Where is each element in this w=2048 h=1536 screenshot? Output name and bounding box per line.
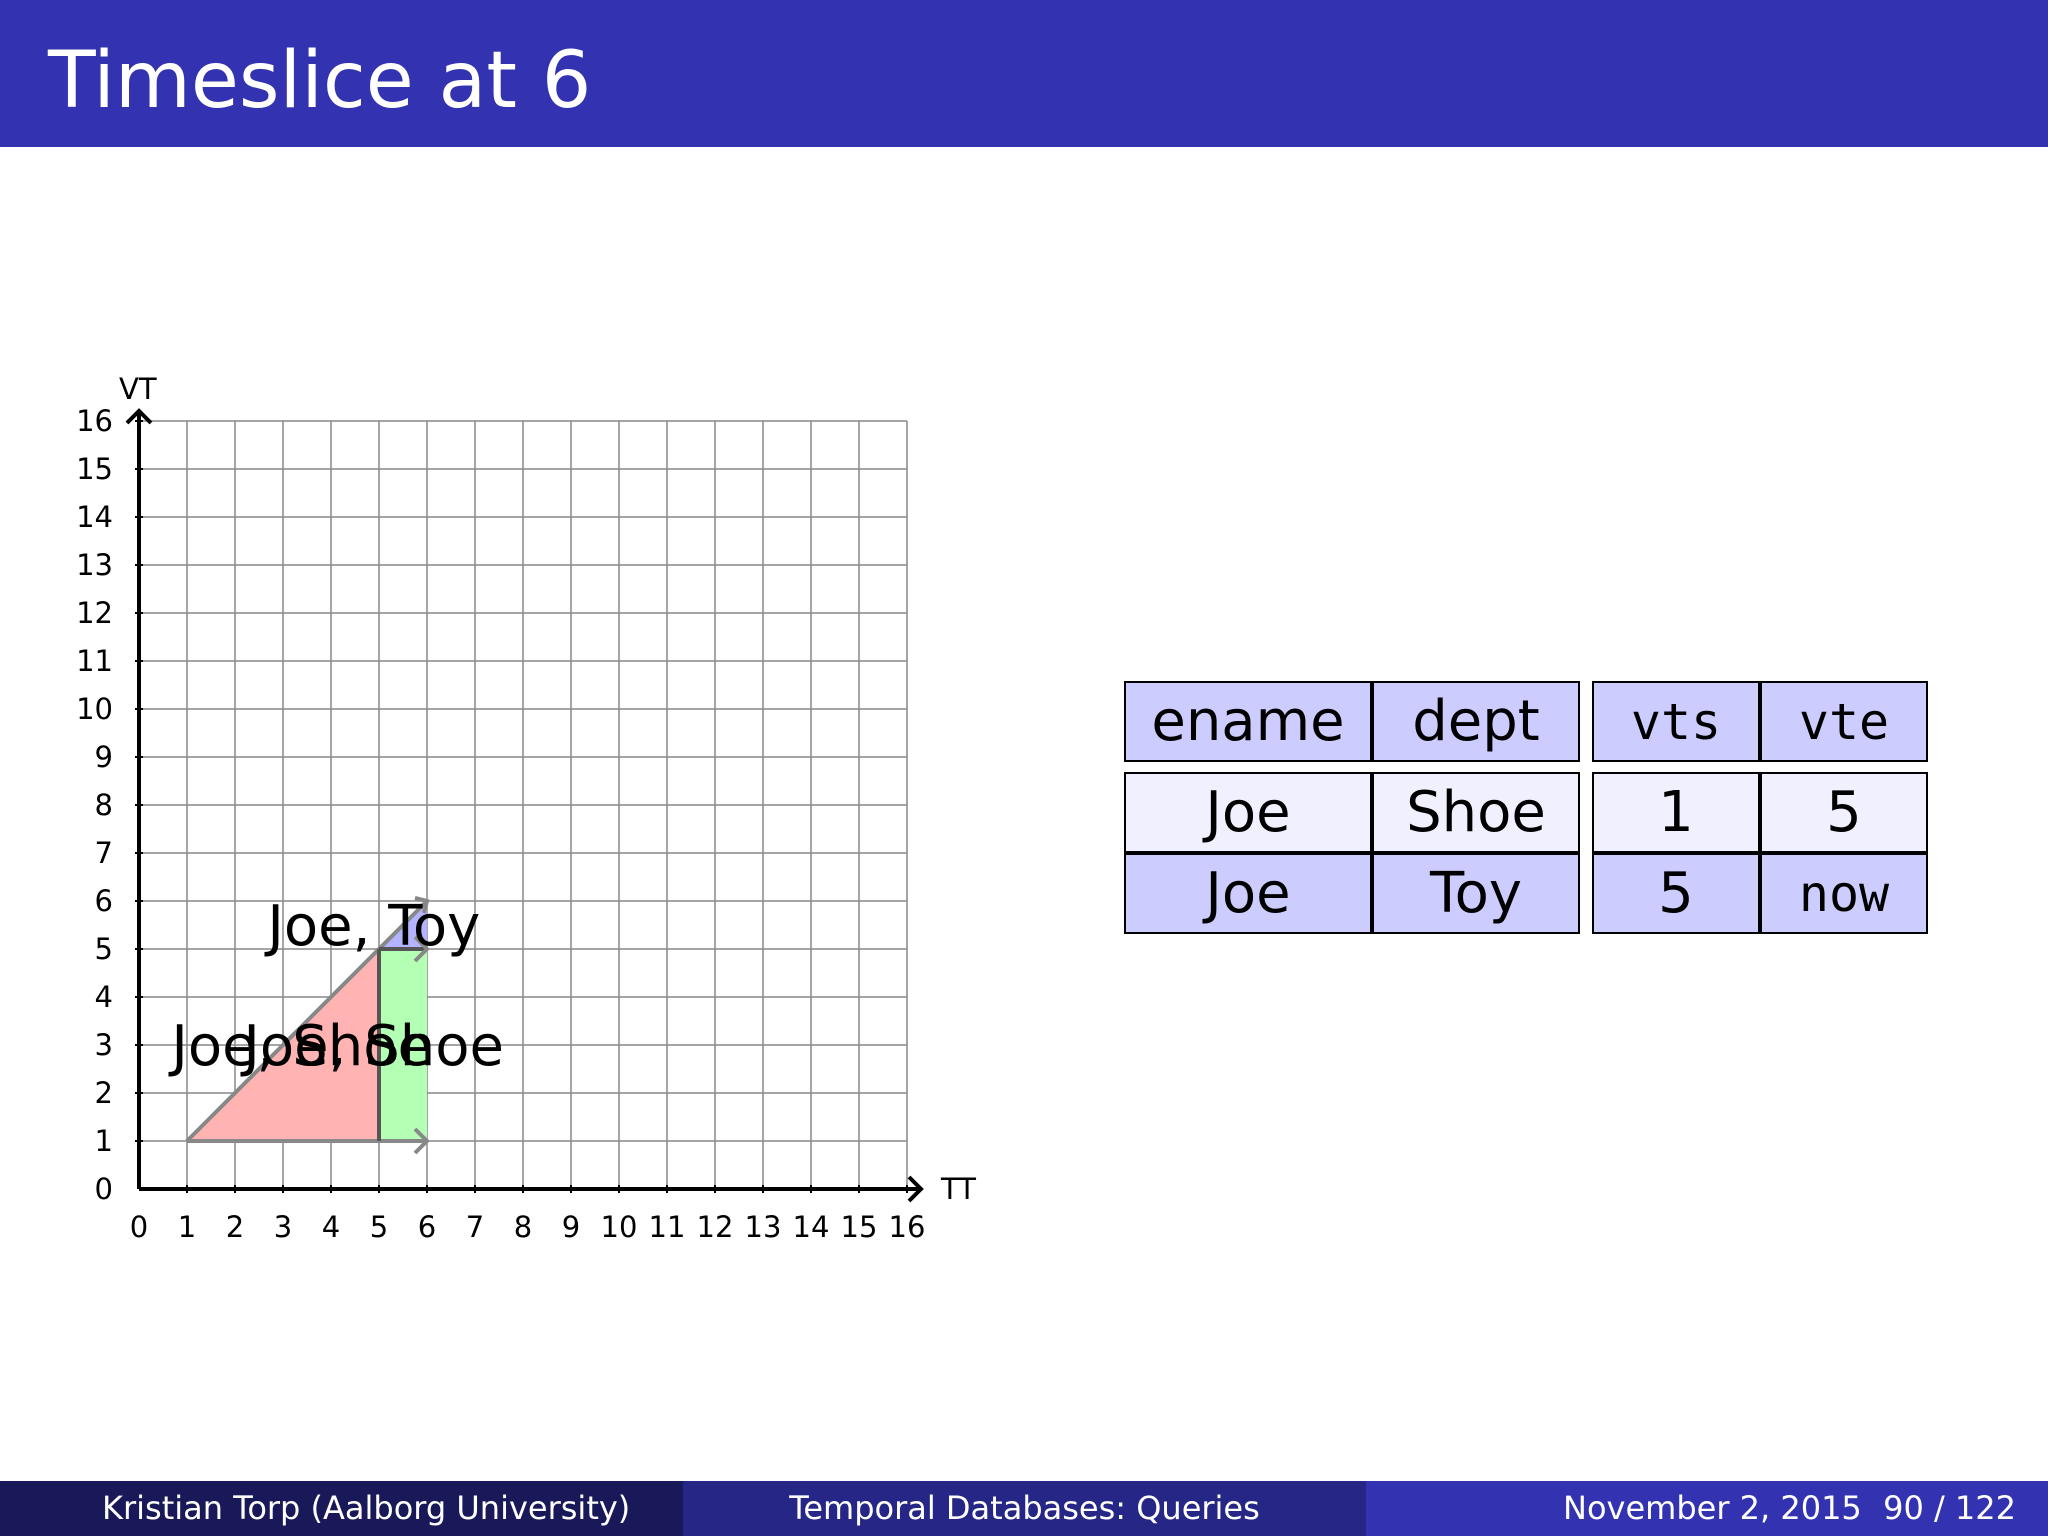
y-tick-label: 6 xyxy=(95,884,113,918)
x-tick-label: 0 xyxy=(130,1210,148,1244)
x-tick-label: 7 xyxy=(466,1210,484,1244)
column-header-ename: ename xyxy=(1124,681,1372,762)
x-tick-label: 2 xyxy=(226,1210,244,1244)
x-tick-label: 12 xyxy=(697,1210,734,1244)
column-header-vte: vte xyxy=(1760,681,1928,762)
y-tick-label: 3 xyxy=(95,1028,113,1062)
y-tick-label: 13 xyxy=(76,548,113,582)
cell-vts: 1 xyxy=(1592,772,1760,853)
y-tick-label: 15 xyxy=(76,452,113,486)
table-gap xyxy=(1124,762,1928,772)
y-tick-label: 5 xyxy=(95,932,113,966)
y-axis-label: VT xyxy=(119,372,157,406)
column-header-vts: vts xyxy=(1592,681,1760,762)
column-separator xyxy=(1580,853,1592,934)
column-separator xyxy=(1580,772,1592,853)
footer-page-number: 90 / 122 xyxy=(1883,1489,2016,1527)
cell-dept: Shoe xyxy=(1372,772,1580,853)
y-tick-label: 8 xyxy=(95,788,113,822)
y-tick-label: 7 xyxy=(95,836,113,870)
x-tick-label: 1 xyxy=(178,1210,196,1244)
x-tick-label: 14 xyxy=(793,1210,830,1244)
table-header-row: ename dept vts vte xyxy=(1124,681,1928,762)
y-tick-label: 0 xyxy=(95,1172,113,1206)
x-tick-label: 13 xyxy=(745,1210,782,1244)
y-tick-label: 2 xyxy=(95,1076,113,1110)
cell-ename: Joe xyxy=(1124,853,1372,934)
y-tick-label: 10 xyxy=(76,692,113,726)
x-tick-label: 11 xyxy=(649,1210,686,1244)
footer-author: Kristian Torp (Aalborg University) xyxy=(102,1489,631,1527)
x-tick-label: 4 xyxy=(322,1210,340,1244)
footer-date-box: 90 / 122 xyxy=(1366,1481,2048,1536)
y-tick-label: 9 xyxy=(95,740,113,774)
y-tick-label: 11 xyxy=(76,644,113,678)
bitemporal-diagram: 0 1 2 3 4 5 6 7 8 9 10 11 12 13 14 15 160123456789101112… xyxy=(76,372,976,1244)
y-tick-label: 12 xyxy=(76,596,113,630)
arrow-head-icon xyxy=(414,896,430,914)
arrow-head-icon xyxy=(413,935,430,963)
cell-vte: now xyxy=(1760,853,1928,934)
cell-ename: Joe xyxy=(1124,772,1372,853)
y-tick-label: 16 xyxy=(76,404,113,438)
y-tick-label: 14 xyxy=(76,500,113,534)
table-row: Joe Toy 5 now xyxy=(1124,853,1928,934)
column-header-dept: dept xyxy=(1372,681,1580,762)
footer-subject: Temporal Databases: Queries xyxy=(789,1489,1260,1527)
footer-date: November 2, 2015 xyxy=(1563,1489,1862,1527)
region-1 xyxy=(379,949,427,1141)
region-label-2: Joe, Toy xyxy=(264,894,480,959)
slide-title: Timeslice at 6 xyxy=(48,36,592,126)
x-tick-label: 16 xyxy=(889,1210,926,1244)
y-axis-arrow-icon xyxy=(125,408,153,425)
footer-subject-box: Temporal Databases: Queries xyxy=(683,1481,1366,1536)
x-tick-label: 3 xyxy=(274,1210,292,1244)
y-tick-label: 1 xyxy=(95,1124,113,1158)
column-separator xyxy=(1580,681,1592,762)
x-tick-label: 9 xyxy=(562,1210,580,1244)
x-tick-label: 6 xyxy=(418,1210,436,1244)
region-label-0: Joe, Shoe xyxy=(168,1014,432,1079)
x-tick-label: 10 xyxy=(601,1210,638,1244)
temporal-table: ename dept vts vte Joe Shoe 1 5 Joe Toy … xyxy=(1124,681,1928,934)
title-bar: Timeslice at 6 xyxy=(0,0,2048,147)
footer: Kristian Torp (Aalborg University) Tempo… xyxy=(0,1481,2048,1536)
cell-vte: 5 xyxy=(1760,772,1928,853)
cell-dept: Toy xyxy=(1372,853,1580,934)
x-axis-label: TT xyxy=(940,1172,976,1206)
footer-author-box: Kristian Torp (Aalborg University) xyxy=(0,1481,683,1536)
region-label-1: Joe, Shoe xyxy=(240,1014,504,1079)
arrow-head-icon xyxy=(413,1127,430,1155)
diagonal-edge xyxy=(185,899,429,1143)
cell-vts: 5 xyxy=(1592,853,1760,934)
x-axis-arrow-icon xyxy=(907,1175,924,1203)
x-tick-label: 15 xyxy=(841,1210,878,1244)
x-tick-label: 5 xyxy=(370,1210,388,1244)
table-row: Joe Shoe 1 5 xyxy=(1124,772,1928,853)
y-tick-label: 4 xyxy=(95,980,113,1014)
x-tick-label: 8 xyxy=(514,1210,532,1244)
